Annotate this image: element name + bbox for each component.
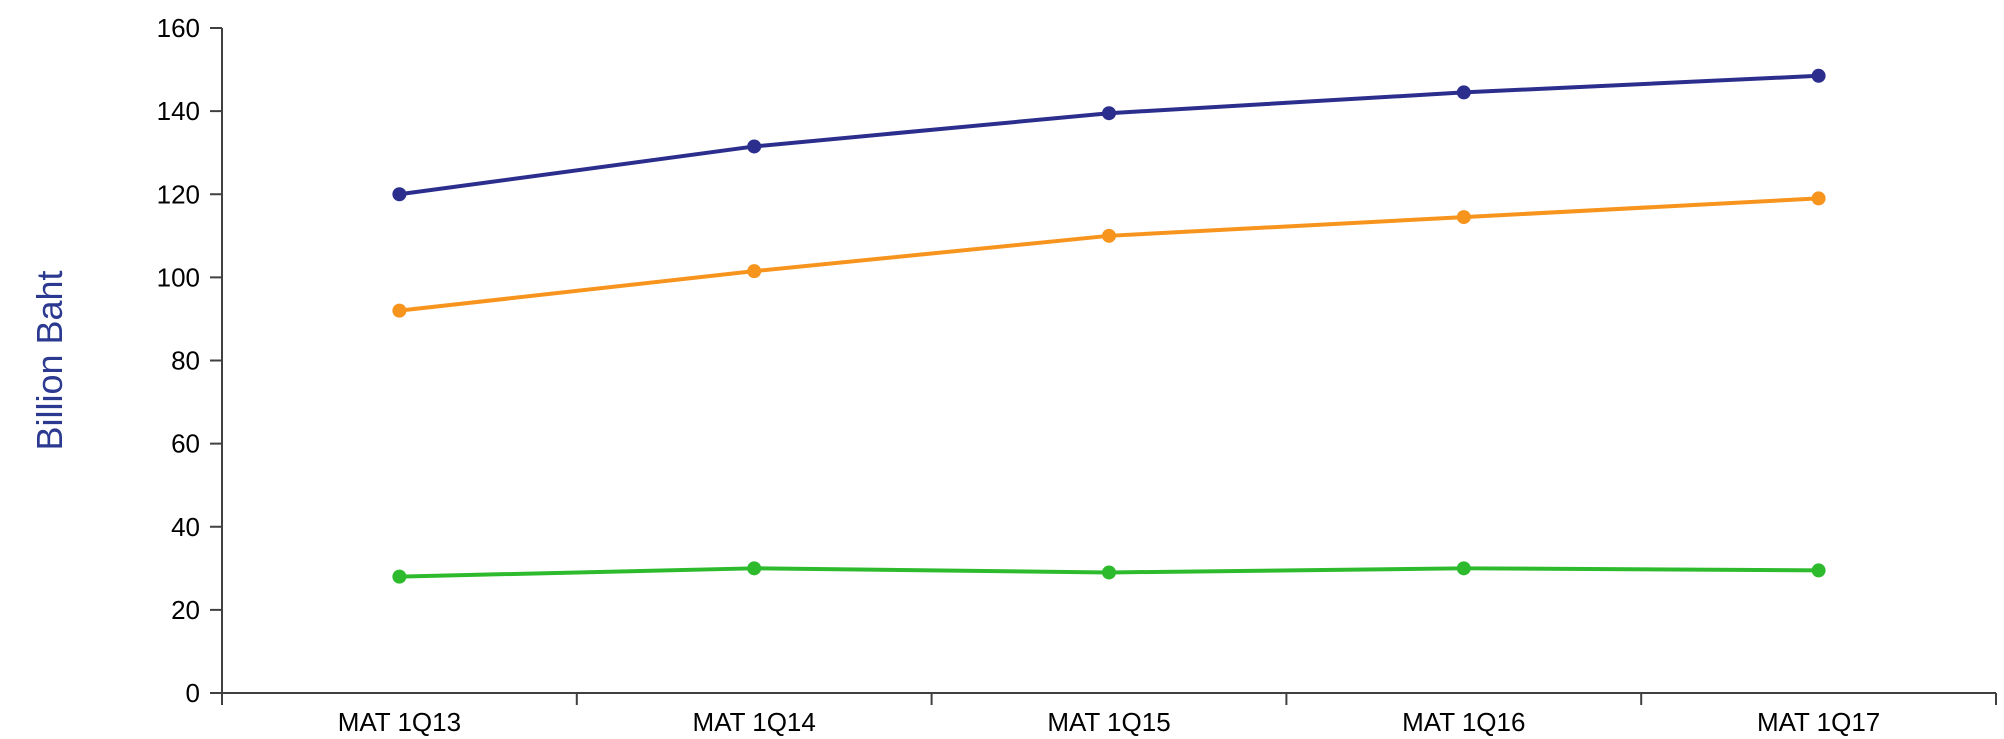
x-tick-label: MAT 1Q15: [1047, 707, 1170, 737]
y-tick-label: 140: [157, 96, 200, 126]
data-point-series-3-2: [747, 561, 762, 576]
y-tick-label: 0: [186, 678, 200, 708]
y-tick-label: 100: [157, 262, 200, 292]
series-line-2: [399, 196, 1819, 313]
y-tick-label: 40: [171, 512, 200, 542]
data-point-series-3-5: [1811, 563, 1826, 578]
axes: 0 20 40 60 80 100 120 140 160 MAT 1Q13 MAT 1Q14 MAT…: [157, 13, 1997, 737]
x-tick-label: MAT 1Q14: [693, 707, 816, 737]
data-point-series-3-1: [392, 569, 407, 584]
data-point-series-3-3: [1102, 565, 1116, 580]
x-tick-label: MAT 1Q13: [338, 707, 461, 737]
data-point-series-2-1: [392, 303, 407, 318]
data-point-series-2-4: [1456, 210, 1471, 225]
data-point-series-2-5: [1811, 191, 1826, 206]
data-point-series-1-4: [1456, 85, 1471, 100]
data-point-series-2-2: [747, 264, 762, 279]
series-layer: [392, 68, 1826, 584]
y-axis-title: Billion Baht: [29, 270, 70, 450]
y-tick-label: 120: [157, 179, 200, 209]
data-point-series-3-4: [1456, 561, 1471, 576]
y-tick-label: 60: [171, 429, 200, 459]
data-point-series-1-3: [1102, 106, 1116, 121]
data-point-series-2-3: [1102, 228, 1116, 243]
x-tick-label: MAT 1Q16: [1402, 707, 1525, 737]
data-point-series-1-5: [1811, 68, 1826, 83]
y-tick-label: 20: [171, 595, 200, 625]
data-point-series-1-1: [392, 187, 407, 202]
x-tick-label: MAT 1Q17: [1757, 707, 1880, 737]
series-line-1: [399, 73, 1819, 197]
data-point-series-1-2: [747, 139, 762, 154]
y-tick-label: 80: [171, 346, 200, 376]
y-tick-label: 160: [157, 13, 200, 43]
